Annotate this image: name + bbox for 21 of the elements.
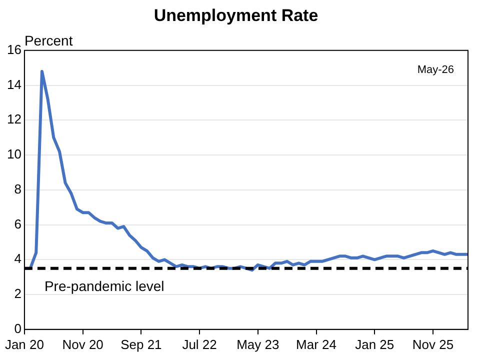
x-tick-label: Nov 25 [412, 336, 454, 352]
ref-line-label: Pre-pandemic level [44, 278, 164, 294]
y-tick-label: 12 [6, 112, 22, 127]
y-tick-label: 16 [6, 42, 22, 57]
y-tick-label: 10 [6, 146, 22, 162]
y-tick-label: 14 [6, 76, 22, 92]
x-tick-label: Nov 20 [62, 336, 104, 352]
annotation: May-26 [417, 64, 454, 76]
x-tick-label: May 23 [236, 336, 280, 352]
y-tick-label: 8 [14, 181, 22, 196]
y-tick-label: 0 [14, 320, 22, 336]
y-axis-title: Percent [24, 32, 73, 48]
x-tick-label: Jul 22 [182, 336, 217, 352]
y-tick-label: 2 [14, 286, 22, 302]
x-tick-label: Jan 20 [4, 336, 44, 352]
chart-title: Unemployment Rate [154, 6, 318, 25]
y-tick-label: 6 [14, 216, 22, 232]
x-tick-label: Sep 21 [120, 336, 162, 352]
x-tick-label: Mar 24 [296, 336, 336, 352]
y-tick-label: 4 [14, 251, 22, 266]
x-tick-label: Jan 25 [355, 336, 394, 352]
